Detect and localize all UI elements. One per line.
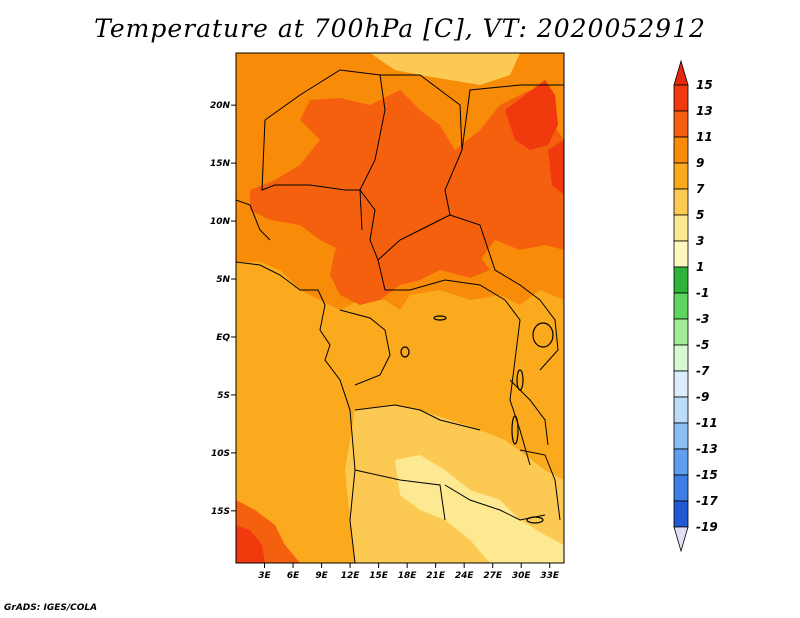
lon-tick-label: 30E [512, 571, 532, 581]
lat-tick-label: EQ [216, 333, 230, 343]
lat-tick-label: 20N [210, 101, 231, 111]
longitude-axis: 3E 6E 9E 12E 15E 18E 21E 24E 27E 30E 33E [258, 563, 560, 581]
contour-7-9-north-top [370, 53, 520, 85]
lat-tick-label: 10S [211, 449, 230, 459]
contour-13-15-sahel [250, 90, 564, 280]
lon-tick-label: 33E [540, 571, 560, 581]
lat-tick-label: 15S [211, 507, 230, 517]
contour-15-hot-east [505, 80, 558, 150]
lon-tick-label: 3E [258, 571, 271, 581]
lon-tick-label: 12E [341, 571, 361, 581]
lon-tick-label: 15E [369, 571, 389, 581]
country-borders [236, 69, 564, 563]
lon-tick-label: 9E [315, 571, 328, 581]
map-frame [235, 52, 565, 564]
temperature-field [236, 53, 564, 563]
contour-13-15-central [330, 225, 490, 305]
lon-tick-label: 6E [287, 571, 300, 581]
lon-tick-label: 18E [398, 571, 418, 581]
latitude-axis: 20N 15N 10N 5N EQ 5S 10S 15S [210, 101, 236, 517]
contour-5-7-kalahari [395, 455, 564, 563]
lon-tick-label: 24E [455, 571, 475, 581]
map-title: Temperature at 700hPa [C], VT: 202005291… [94, 14, 706, 43]
lat-tick-label: 10N [210, 217, 231, 227]
lon-tick-label: 27E [483, 571, 503, 581]
contour-15-southwest-core [236, 525, 265, 563]
lon-tick-label: 21E [426, 571, 446, 581]
credit-text: GrADS: IGES/COLA [4, 603, 98, 613]
lat-tick-label: 15N [210, 159, 231, 169]
lat-tick-label: 5S [217, 391, 230, 401]
lat-tick-label: 5N [216, 275, 230, 285]
contour-15-hot-east2 [548, 140, 564, 195]
lakes [400, 315, 554, 524]
map-panel: 20N 15N 10N 5N EQ 5S 10S 15S 3E 6E 9E 12E 15E 18E 21E… [210, 52, 565, 581]
